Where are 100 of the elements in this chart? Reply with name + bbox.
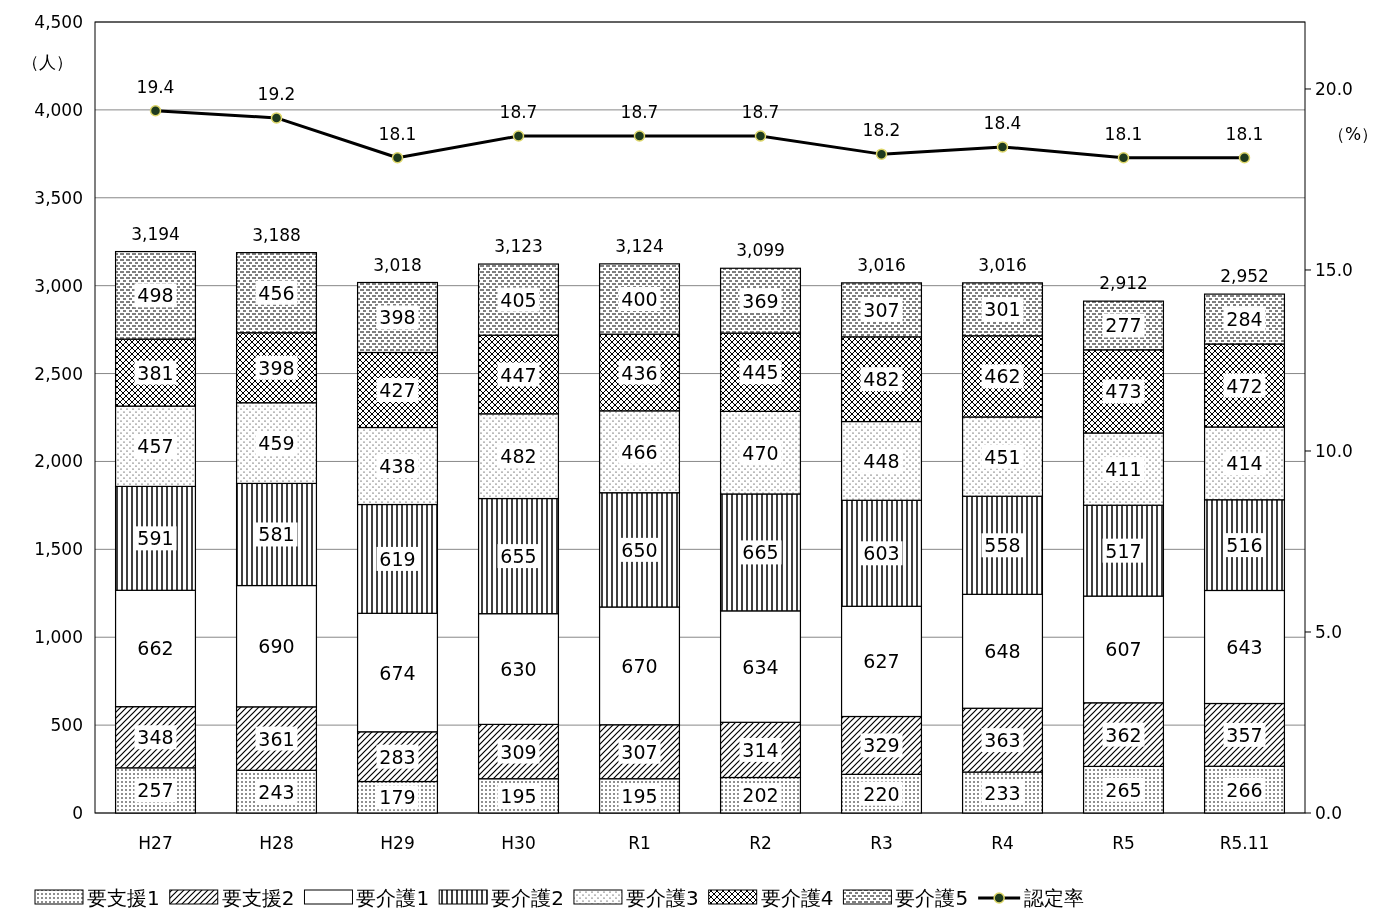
data-label: 265 <box>1105 778 1142 801</box>
data-label: 438 <box>379 455 416 478</box>
data-label: 348 <box>137 726 174 749</box>
legend-label: 要介護4 <box>760 886 834 910</box>
data-label: 233 <box>984 781 1021 804</box>
data-label: 398 <box>379 306 416 329</box>
total-label: 3,018 <box>373 254 422 275</box>
x-tick-label: R3 <box>870 833 893 853</box>
data-label: 670 <box>621 654 658 677</box>
legend-label: 要介護1 <box>356 886 430 910</box>
data-label: 284 <box>1226 308 1263 331</box>
data-label: 558 <box>984 534 1021 557</box>
data-label: 591 <box>137 527 174 550</box>
y-tick-label: 1,500 <box>34 539 83 560</box>
data-label: 301 <box>984 298 1021 321</box>
x-tick-label: R5.11 <box>1219 833 1270 853</box>
y2-tick-label: 5.0 <box>1315 621 1343 642</box>
data-label: 516 <box>1226 534 1263 557</box>
total-label: 3,188 <box>252 224 301 245</box>
data-label: 655 <box>500 545 537 568</box>
data-label: 18.1 <box>1104 123 1143 144</box>
data-label: 257 <box>137 779 174 802</box>
total-label: 3,123 <box>494 236 543 257</box>
data-label: 400 <box>621 288 658 311</box>
data-label: 357 <box>1226 723 1263 746</box>
data-label: 18.1 <box>378 123 417 144</box>
x-tick-label: H27 <box>138 833 173 853</box>
x-tick-label: H30 <box>501 833 536 853</box>
y-tick-label: 500 <box>50 715 83 736</box>
data-label: 650 <box>621 538 658 561</box>
data-label: 451 <box>984 445 1021 468</box>
data-label: 362 <box>1105 723 1142 746</box>
data-label: 517 <box>1105 539 1142 562</box>
data-label: 329 <box>863 734 900 757</box>
y2-tick-label: 0.0 <box>1315 803 1343 823</box>
data-label: 445 <box>742 361 779 384</box>
data-label: 462 <box>984 365 1021 388</box>
data-label: 266 <box>1226 778 1263 801</box>
data-label: 19.4 <box>136 76 175 97</box>
data-label: 307 <box>621 740 658 763</box>
data-label: 179 <box>379 786 416 809</box>
data-label: 18.7 <box>499 102 538 123</box>
data-label: 411 <box>1105 458 1142 481</box>
data-label: 482 <box>500 445 537 468</box>
data-label: 457 <box>137 435 174 458</box>
data-label: 472 <box>1226 374 1263 397</box>
data-label: 398 <box>258 356 295 379</box>
legend-label: 要支援1 <box>87 886 160 910</box>
data-label: 581 <box>258 523 295 546</box>
data-label: 363 <box>984 729 1021 752</box>
y-tick-label: 1,000 <box>34 627 83 648</box>
y-tick-label: 2,500 <box>34 363 83 384</box>
y-tick-label: 3,000 <box>34 275 83 296</box>
legend-label: 要介護5 <box>895 886 969 910</box>
x-tick-label: H28 <box>259 833 294 853</box>
data-label: 619 <box>379 547 416 570</box>
data-label: 470 <box>742 441 779 464</box>
data-label: 369 <box>742 289 779 312</box>
legend-label: 要介護3 <box>625 886 699 910</box>
x-tick-label: R4 <box>991 833 1014 853</box>
y2-tick-label: 15.0 <box>1315 259 1353 280</box>
y-tick-label: 3,500 <box>34 187 83 208</box>
data-label: 466 <box>621 440 658 463</box>
legend-label: 要介護2 <box>491 886 564 910</box>
data-label: 361 <box>258 727 295 750</box>
data-label: 307 <box>863 298 900 321</box>
data-label: 220 <box>863 782 900 805</box>
data-label: 648 <box>984 640 1021 663</box>
data-label: 18.4 <box>983 112 1022 133</box>
y-axis-title: （人） <box>21 52 73 72</box>
data-label: 436 <box>621 361 658 384</box>
total-label: 2,952 <box>1220 266 1269 287</box>
total-label: 3,124 <box>615 235 664 256</box>
total-label: 3,016 <box>978 254 1027 275</box>
x-tick-label: R1 <box>628 833 651 853</box>
data-label: 482 <box>863 368 900 391</box>
data-label: 18.2 <box>862 120 901 141</box>
y2-tick-label: 10.0 <box>1315 440 1353 461</box>
data-label: 195 <box>621 784 658 807</box>
y-tick-label: 4,000 <box>34 99 83 120</box>
data-label: 456 <box>258 281 295 304</box>
data-label: 662 <box>137 637 174 660</box>
total-label: 3,016 <box>857 254 906 275</box>
data-label: 473 <box>1105 380 1142 403</box>
data-label: 18.7 <box>741 102 780 123</box>
data-label: 243 <box>258 780 295 803</box>
data-label: 427 <box>379 378 416 401</box>
y-tick-label: 0 <box>72 803 83 823</box>
data-label: 630 <box>500 658 537 681</box>
data-label: 314 <box>742 738 779 761</box>
x-tick-label: R2 <box>749 833 772 853</box>
data-label: 627 <box>863 650 900 673</box>
data-label: 277 <box>1105 314 1142 337</box>
data-label: 448 <box>863 449 900 472</box>
data-label: 459 <box>258 432 295 455</box>
data-label: 309 <box>500 740 537 763</box>
data-label: 195 <box>500 784 537 807</box>
data-label: 405 <box>500 288 537 311</box>
legend-label: 要支援2 <box>221 886 295 910</box>
x-tick-label: R5 <box>1112 833 1135 853</box>
